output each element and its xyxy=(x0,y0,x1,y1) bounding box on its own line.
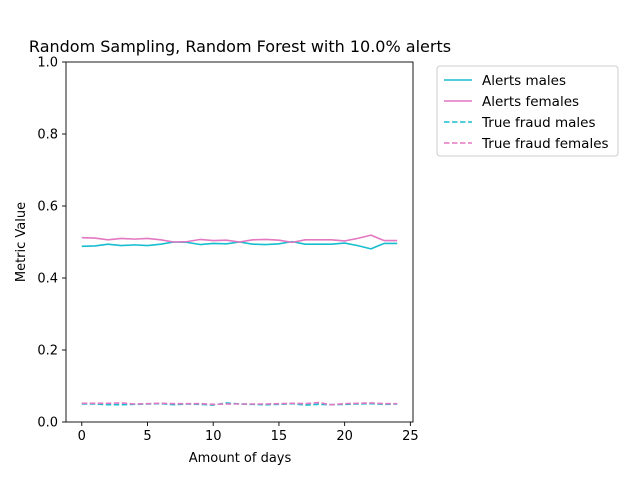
legend-label-3: True fraud males xyxy=(481,115,595,131)
legend-label-4: True fraud females xyxy=(481,136,609,152)
series-layer xyxy=(81,234,398,406)
x-tick-label: 15 xyxy=(271,429,288,444)
y-axis-label: Metric Value xyxy=(14,202,29,282)
chart-title: Random Sampling, Random Forest with 10.0… xyxy=(29,37,451,56)
legend-label-1: Alerts males xyxy=(482,73,566,89)
legend: Alerts males Alerts females True fraud mal… xyxy=(436,65,619,157)
y-tick-label: 0.4 xyxy=(37,272,58,287)
legend-frame xyxy=(436,65,619,157)
y-tick-label: 0.0 xyxy=(37,416,58,431)
x-tick-label: 5 xyxy=(143,429,151,444)
x-tick-label: 25 xyxy=(402,429,419,444)
series-line-4 xyxy=(81,401,398,406)
y-tick-label: 0.8 xyxy=(37,128,58,143)
y-tick-label: 0.6 xyxy=(37,200,58,215)
y-tick-label: 0.2 xyxy=(37,344,58,359)
y-axis: 0.0 0.2 0.4 0.6 0.8 1.0 xyxy=(37,56,66,431)
x-tick-label: 20 xyxy=(336,429,353,444)
y-tick-label: 1.0 xyxy=(37,56,58,71)
x-tick-label: 10 xyxy=(205,429,222,444)
legend-label-2: Alerts females xyxy=(482,94,579,110)
x-tick-label: 0 xyxy=(78,429,86,444)
series-line-2 xyxy=(81,234,398,244)
plot-frame xyxy=(65,61,414,423)
x-axis: 0 5 10 15 20 25 xyxy=(78,422,419,444)
x-axis-label: Amount of days xyxy=(189,451,292,466)
